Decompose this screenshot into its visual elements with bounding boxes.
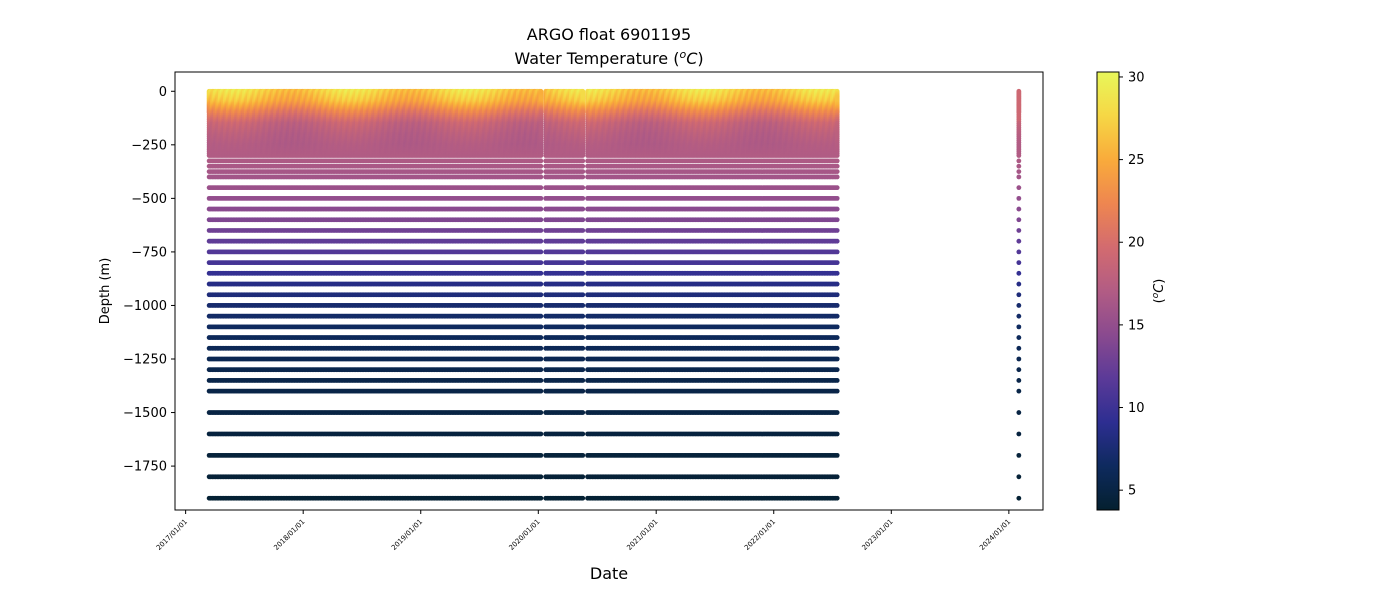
chart-subtitle: Water Temperature (oC) [514,48,703,68]
chart-title: ARGO float 6901195 [527,25,691,44]
scatter-points [206,88,1022,501]
